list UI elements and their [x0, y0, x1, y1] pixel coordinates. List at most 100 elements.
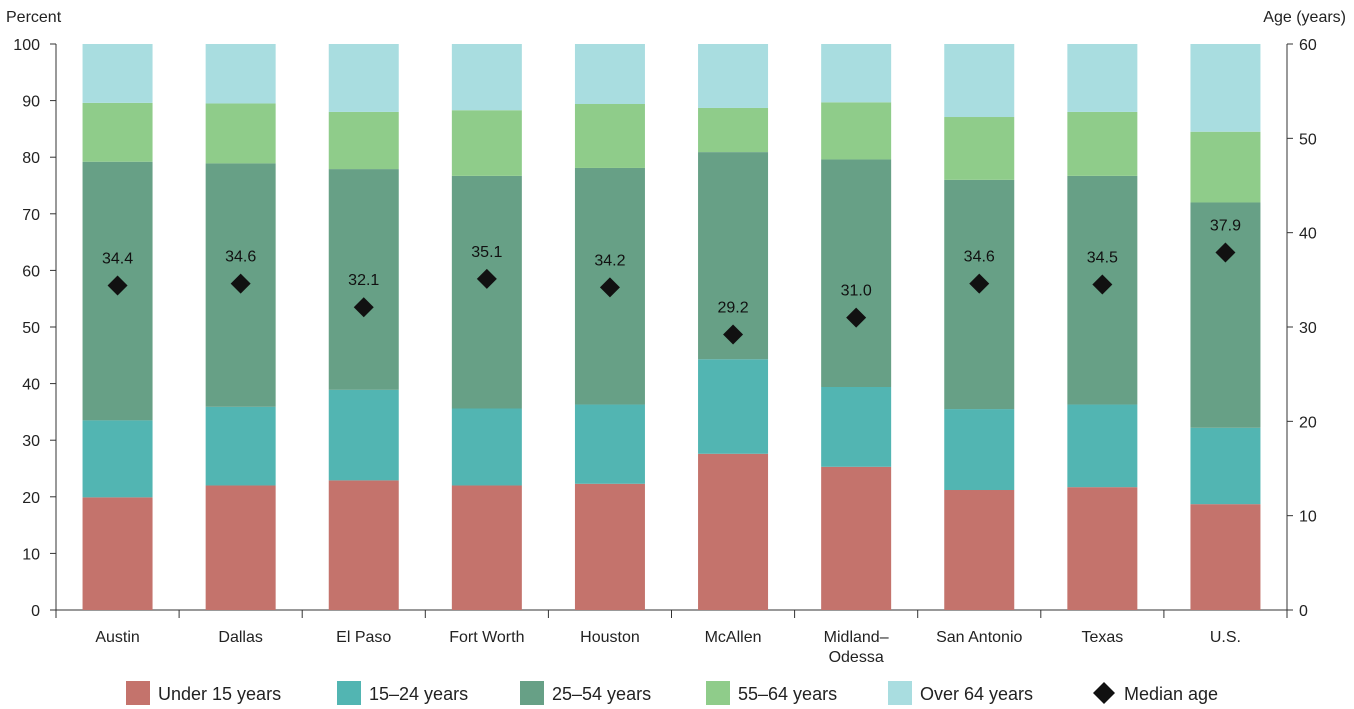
y-tick-label: 50	[22, 320, 40, 337]
median-age-label: 35.1	[471, 244, 502, 261]
legend-label: Over 64 years	[920, 684, 1033, 704]
y-tick-label: 60	[22, 263, 40, 280]
x-tick-label: Midland–	[824, 629, 889, 646]
median-age-marker	[1215, 242, 1236, 263]
x-tick-label: Dallas	[218, 629, 262, 646]
bar-segment	[451, 175, 522, 409]
y-tick-label: 90	[22, 94, 40, 111]
y2-tick-label: 60	[1299, 37, 1317, 54]
bar-segment	[451, 408, 522, 486]
median-age-marker	[846, 307, 867, 328]
y2-tick-label: 20	[1299, 414, 1317, 431]
bar-segment	[698, 453, 769, 610]
median-age-label: 34.4	[102, 250, 133, 267]
legend-swatch	[706, 681, 730, 705]
median-age-label: 37.9	[1210, 217, 1241, 234]
bar-segment	[574, 44, 645, 104]
bar-segment	[1067, 404, 1138, 488]
bar-segment	[1190, 202, 1261, 428]
bar-segment	[698, 107, 769, 153]
median-age-label: 34.6	[225, 249, 256, 266]
bar-segment	[1190, 504, 1261, 610]
median-age-label: 29.2	[717, 300, 748, 317]
median-age-label: 32.1	[348, 272, 379, 289]
median-age-label: 31.0	[841, 283, 872, 300]
bar-segment	[205, 406, 276, 486]
bar-segment	[944, 490, 1015, 610]
y-tick-label: 10	[22, 546, 40, 563]
legend-label: Median age	[1124, 684, 1218, 704]
bar-segment	[821, 386, 892, 467]
legend-swatch	[337, 681, 361, 705]
median-age-marker	[1092, 274, 1113, 295]
median-age-label: 34.2	[594, 252, 625, 269]
x-tick-label: El Paso	[336, 629, 391, 646]
x-tick-label: Odessa	[829, 649, 884, 666]
bar-segment	[574, 103, 645, 168]
bar-segment	[205, 485, 276, 610]
y-tick-label: 30	[22, 433, 40, 450]
bar-segment	[328, 389, 399, 481]
bar-segment	[82, 44, 153, 103]
bar-segment	[1067, 487, 1138, 610]
median-age-marker	[599, 277, 620, 298]
bar-segment	[82, 497, 153, 610]
legend-marker	[1093, 682, 1115, 704]
bar-segment	[1190, 44, 1261, 132]
legend-label: Under 15 years	[158, 684, 281, 704]
legend: Under 15 years 15–24 years 25–54 years 55–6…	[126, 681, 1218, 705]
bar-segment	[821, 466, 892, 610]
bar-segment	[821, 159, 892, 387]
bar-segment	[328, 44, 399, 112]
x-tick-label: McAllen	[705, 629, 762, 646]
y2-tick-label: 40	[1299, 226, 1317, 243]
median-age-label: 34.6	[964, 249, 995, 266]
bar-segment	[328, 111, 399, 170]
y2-tick-label: 50	[1299, 131, 1317, 148]
bar-segment	[574, 404, 645, 484]
bar-segment	[698, 359, 769, 454]
y-tick-label: 0	[31, 603, 40, 620]
x-tick-label: Fort Worth	[449, 629, 524, 646]
bar-segment	[82, 420, 153, 498]
legend-label: 25–54 years	[552, 684, 651, 704]
y-tick-label: 20	[22, 490, 40, 507]
y-axis-title: Percent	[6, 9, 62, 26]
y-tick-label: 80	[22, 150, 40, 167]
x-tick-label: Houston	[580, 629, 640, 646]
bar-segment	[205, 44, 276, 104]
x-tick-label: Austin	[95, 629, 139, 646]
axes: 0 10 20 30 40 50 60 70 80 90 100 0 10 20 30 40 50 60 Austi…	[13, 37, 1317, 666]
bars	[82, 44, 1261, 610]
legend-swatch	[888, 681, 912, 705]
x-tick-label: San Antonio	[936, 629, 1022, 646]
bar-segment	[328, 480, 399, 610]
bar-segment	[82, 102, 153, 162]
legend-swatch	[126, 681, 150, 705]
bar-segment	[1190, 131, 1261, 203]
bar-segment	[451, 44, 522, 111]
median-age-label: 34.5	[1087, 250, 1118, 267]
bar-segment	[1190, 427, 1261, 505]
median-age-marker	[969, 273, 990, 294]
bar-segment	[451, 485, 522, 610]
bar-segment	[821, 44, 892, 103]
x-tick-label: U.S.	[1210, 629, 1241, 646]
bar-segment	[451, 110, 522, 176]
legend-swatch	[520, 681, 544, 705]
bar-segment	[205, 103, 276, 164]
bar-segment	[944, 409, 1015, 491]
median-age-marker	[107, 275, 128, 296]
legend-label: 15–24 years	[369, 684, 468, 704]
x-tick-label: Texas	[1081, 629, 1123, 646]
y2-tick-label: 30	[1299, 320, 1317, 337]
y-tick-label: 100	[13, 37, 40, 54]
median-age-marker	[230, 273, 251, 294]
median-age-marker	[723, 324, 744, 345]
bar-segment	[944, 44, 1015, 118]
y-tick-label: 70	[22, 207, 40, 224]
bar-segment	[821, 102, 892, 160]
y2-tick-label: 0	[1299, 603, 1308, 620]
median-markers: 34.4 34.6 32.1 35.1 34.2 29.2 31.0 34.6 34.5 37.9	[102, 217, 1241, 345]
